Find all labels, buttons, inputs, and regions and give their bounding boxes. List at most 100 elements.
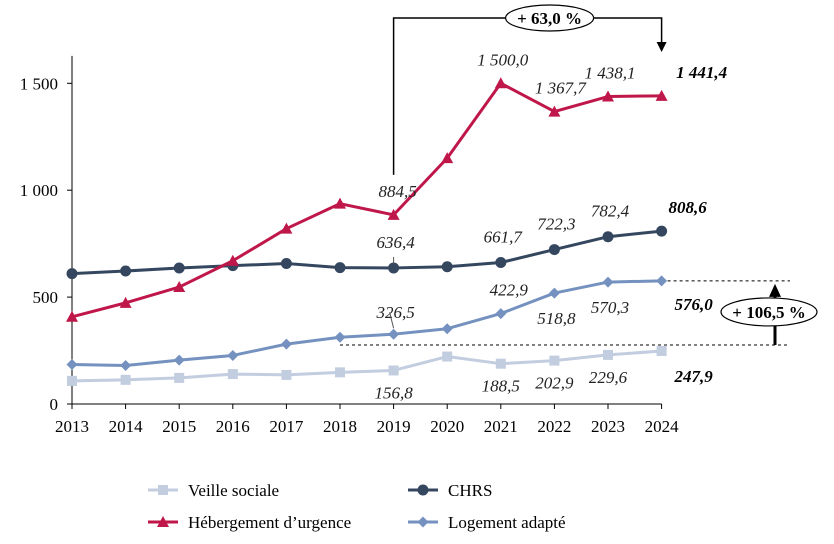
- marker-veille: [67, 375, 77, 386]
- annotation-guides: [340, 280, 790, 346]
- data-label-urgence: 1 438,1: [585, 64, 636, 83]
- marker-urgence: [387, 208, 400, 220]
- marker-veille: [603, 349, 613, 360]
- marker-logement: [388, 328, 400, 340]
- marker-chrs: [602, 231, 614, 243]
- annotation-label: + 63,0 %: [517, 9, 582, 28]
- data-label-urgence: 1 500,0: [477, 50, 529, 69]
- data-label-urgence: 884,5: [378, 182, 416, 201]
- marker-veille: [120, 374, 131, 385]
- data-label-veille: 247,9: [673, 367, 713, 386]
- data-label-veille: 202,9: [535, 374, 574, 393]
- x-tick-label: 2017: [269, 417, 304, 436]
- series-lines: [71, 81, 662, 383]
- legend-marker-urgence: [157, 516, 169, 527]
- legend-label-urgence: Hébergement d’urgence: [188, 513, 351, 532]
- marker-urgence: [173, 281, 186, 293]
- legend-marker-logement: [417, 516, 429, 528]
- marker-urgence: [602, 90, 614, 102]
- x-tick-label: 2016: [216, 417, 250, 436]
- x-tick-label: 2020: [430, 417, 464, 436]
- data-label-logement: 518,8: [537, 309, 576, 328]
- marker-chrs: [334, 262, 346, 274]
- axes: 0 500 1 000 1 500 2013 2014 2015 2016 2017 2018 20…: [20, 55, 680, 436]
- marker-logement: [227, 349, 239, 361]
- annotation-arrowhead: [656, 42, 667, 52]
- marker-chrs: [280, 258, 292, 270]
- data-label-veille: 188,5: [482, 377, 520, 396]
- marker-urgence: [655, 89, 668, 101]
- x-tick-label: 2019: [377, 417, 411, 436]
- legend-label-chrs: CHRS: [448, 481, 492, 500]
- data-label-veille: 229,6: [589, 368, 628, 387]
- data-label-chrs: 722,3: [537, 215, 575, 234]
- data-label-chrs: 808,6: [668, 198, 707, 217]
- data-label-chrs: 636,4: [376, 233, 415, 252]
- annotations: + 63,0 % + 106,5 %: [392, 4, 818, 345]
- marker-logement: [120, 360, 132, 372]
- annotation-label: + 106,5 %: [732, 303, 805, 322]
- x-tick-label: 2023: [591, 417, 625, 436]
- x-tick-label: 2022: [537, 417, 571, 436]
- data-label-logement: 576,0: [674, 295, 713, 314]
- data-label-logement: 326,5: [375, 303, 414, 322]
- marker-urgence: [119, 296, 132, 308]
- marker-logement: [280, 338, 292, 350]
- marker-chrs: [120, 265, 132, 277]
- x-tick-label: 2013: [55, 417, 89, 436]
- label-leader: [389, 312, 395, 329]
- data-label-logement: 422,9: [490, 281, 529, 300]
- marker-urgence: [334, 197, 346, 209]
- marker-urgence: [548, 105, 561, 117]
- marker-chrs: [388, 262, 400, 274]
- x-tick-label: 2021: [484, 417, 518, 436]
- x-tick-label: 2015: [162, 417, 196, 436]
- marker-logement: [173, 354, 185, 366]
- series-line-logement: [71, 279, 662, 368]
- marker-logement: [66, 358, 78, 370]
- data-label-logement: 570,3: [591, 298, 629, 317]
- data-labels: 156,8 188,5 202,9 229,6 247,9 636,4 661,7 722,3…: [374, 50, 727, 402]
- marker-logement: [334, 331, 346, 343]
- annotation-oval: [504, 4, 595, 32]
- marker-logement: [495, 308, 507, 320]
- data-label-veille: 156,8: [374, 383, 413, 402]
- marker-veille: [174, 372, 185, 383]
- marker-veille: [281, 369, 292, 380]
- x-tick-label: 2014: [109, 417, 144, 436]
- legend-label-veille: Veille sociale: [188, 481, 279, 500]
- series-markers: [66, 77, 668, 386]
- marker-logement: [548, 287, 560, 299]
- data-label-urgence: 1 441,4: [676, 63, 727, 82]
- data-label-urgence: 1 367,7: [535, 79, 588, 98]
- marker-logement: [441, 323, 453, 335]
- y-tick-label: 0: [50, 395, 59, 414]
- marker-veille: [549, 355, 560, 366]
- annotation-arrowhead: [769, 283, 781, 297]
- marker-urgence: [226, 254, 239, 266]
- legend: Veille sociale CHRS Hébergement d’urgence L…: [148, 481, 566, 532]
- marker-veille: [442, 351, 453, 362]
- legend-marker-chrs: [417, 484, 429, 496]
- marker-urgence: [66, 310, 78, 322]
- marker-chrs: [66, 268, 78, 280]
- marker-chrs: [656, 225, 668, 237]
- data-label-chrs: 782,4: [591, 202, 630, 221]
- marker-chrs: [441, 261, 453, 273]
- y-tick-label: 500: [33, 288, 59, 307]
- series-line-chrs: [71, 229, 662, 276]
- marker-chrs: [173, 262, 185, 274]
- legend-label-logement: Logement adapté: [448, 513, 566, 532]
- x-tick-label: 2018: [323, 417, 357, 436]
- marker-chrs: [495, 257, 507, 269]
- data-label-chrs: 661,7: [484, 228, 524, 247]
- marker-urgence: [280, 222, 293, 234]
- y-tick-label: 1 500: [20, 74, 58, 93]
- marker-urgence: [441, 152, 454, 164]
- x-tick-label: 2024: [645, 417, 680, 436]
- annotation-oval: [720, 297, 818, 327]
- marker-logement: [602, 276, 614, 288]
- marker-urgence: [494, 77, 507, 89]
- marker-veille: [227, 369, 238, 380]
